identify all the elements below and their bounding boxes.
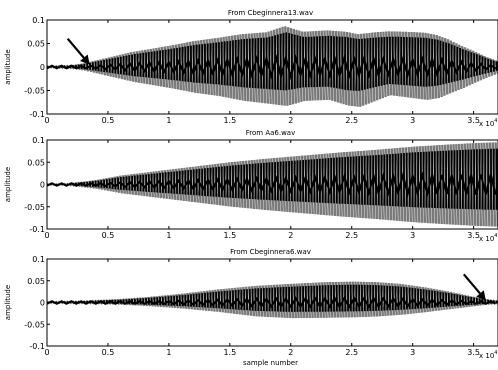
y-tick-label: -0.05 <box>24 203 45 212</box>
x-tick-label: 2.5 <box>345 348 358 357</box>
x-tick-label: 3 <box>410 116 415 125</box>
y-tick-label: 0 <box>40 63 45 72</box>
panel-title: From Aa6.wav <box>246 129 295 137</box>
y-axis-label: amplitude <box>4 167 12 202</box>
x-tick-label: 3 <box>410 348 415 357</box>
y-tick-label: -0.05 <box>24 87 45 96</box>
x-tick-label: 2 <box>288 116 293 125</box>
x-tick-label: 1 <box>166 231 171 240</box>
y-tick-label: -0.1 <box>29 342 45 351</box>
x-multiplier: x 104 <box>479 233 497 243</box>
x-tick-label: 3 <box>410 231 415 240</box>
annotation-arrow <box>462 273 486 301</box>
x-tick-label: 0 <box>44 231 49 240</box>
x-tick-label: 3.5 <box>467 348 480 357</box>
x-multiplier-base: x 10 <box>479 235 494 243</box>
y-axis-label: amplitude <box>4 49 12 84</box>
x-tick-label: 0 <box>44 116 49 125</box>
y-tick-label: 0.1 <box>32 16 45 25</box>
x-tick-label: 2 <box>288 231 293 240</box>
waveform-center <box>47 53 497 81</box>
waveform-series <box>47 281 498 319</box>
x-multiplier-exponent: 4 <box>494 233 497 239</box>
x-tick-label: 2 <box>288 348 293 357</box>
waveform-series <box>47 142 498 227</box>
x-multiplier-exponent: 4 <box>494 118 497 124</box>
arrow-shaft <box>66 37 85 59</box>
waveform-center <box>47 296 497 309</box>
x-tick-label: 1.5 <box>223 231 236 240</box>
x-multiplier-base: x 10 <box>479 120 494 128</box>
arrow-head <box>80 54 90 65</box>
x-tick-label: 2.5 <box>345 231 358 240</box>
x-tick-label: 3.5 <box>467 116 480 125</box>
y-tick-label: 0.1 <box>32 255 45 264</box>
x-axis-label: sample number <box>243 359 298 367</box>
x-tick-label: 0 <box>44 348 49 357</box>
y-tick-label: 0.05 <box>27 40 45 49</box>
y-axis-label: amplitude <box>4 285 12 320</box>
x-tick-label: 1.5 <box>223 348 236 357</box>
waveform-panel-3: 0 0.5 1 1.5 2 2.5 3 3.5 0.1 0.05 0 -0.05 -0.1 x 104 Fr… <box>4 248 498 367</box>
y-tick-label: 0 <box>40 299 45 308</box>
y-tick-label: 0.1 <box>32 136 45 145</box>
x-tick-label: 0.5 <box>102 348 115 357</box>
waveform-panel-2: 0 0.5 1 1.5 2 2.5 3 3.5 0.1 0.05 0 -0.05 -0.1 x 104 Fr… <box>4 129 498 243</box>
y-tick-label: 0.05 <box>27 277 45 286</box>
x-tick-label: 1.5 <box>223 116 236 125</box>
x-multiplier: x 104 <box>479 350 497 360</box>
x-tick-label: 3.5 <box>467 231 480 240</box>
y-tick-label: -0.05 <box>24 320 45 329</box>
panel-title: From Cbeginnera6.wav <box>230 248 311 256</box>
arrow-head <box>476 290 486 301</box>
annotation-arrow <box>66 37 90 65</box>
x-tick-label: 1 <box>166 116 171 125</box>
y-tick-label: -0.1 <box>29 225 45 234</box>
x-tick-label: 1 <box>166 348 171 357</box>
y-tick-label: 0.05 <box>27 158 45 167</box>
x-multiplier-base: x 10 <box>479 352 494 360</box>
y-tick-label: 0 <box>40 181 45 190</box>
x-multiplier-exponent: 4 <box>494 350 497 356</box>
panel-title: From Cbeginnera13.wav <box>228 9 313 17</box>
x-multiplier: x 104 <box>479 118 497 128</box>
y-tick-label: -0.1 <box>29 110 45 119</box>
x-tick-label: 0.5 <box>102 231 115 240</box>
x-tick-label: 0.5 <box>102 116 115 125</box>
waveform-center <box>47 171 497 198</box>
x-tick-label: 2.5 <box>345 116 358 125</box>
waveform-panel-1: 0 0.5 1 1.5 2 2.5 3 3.5 0.1 0.05 0 -0.05 -0.1 x 104 Fr… <box>4 9 498 128</box>
arrow-shaft <box>462 273 481 295</box>
